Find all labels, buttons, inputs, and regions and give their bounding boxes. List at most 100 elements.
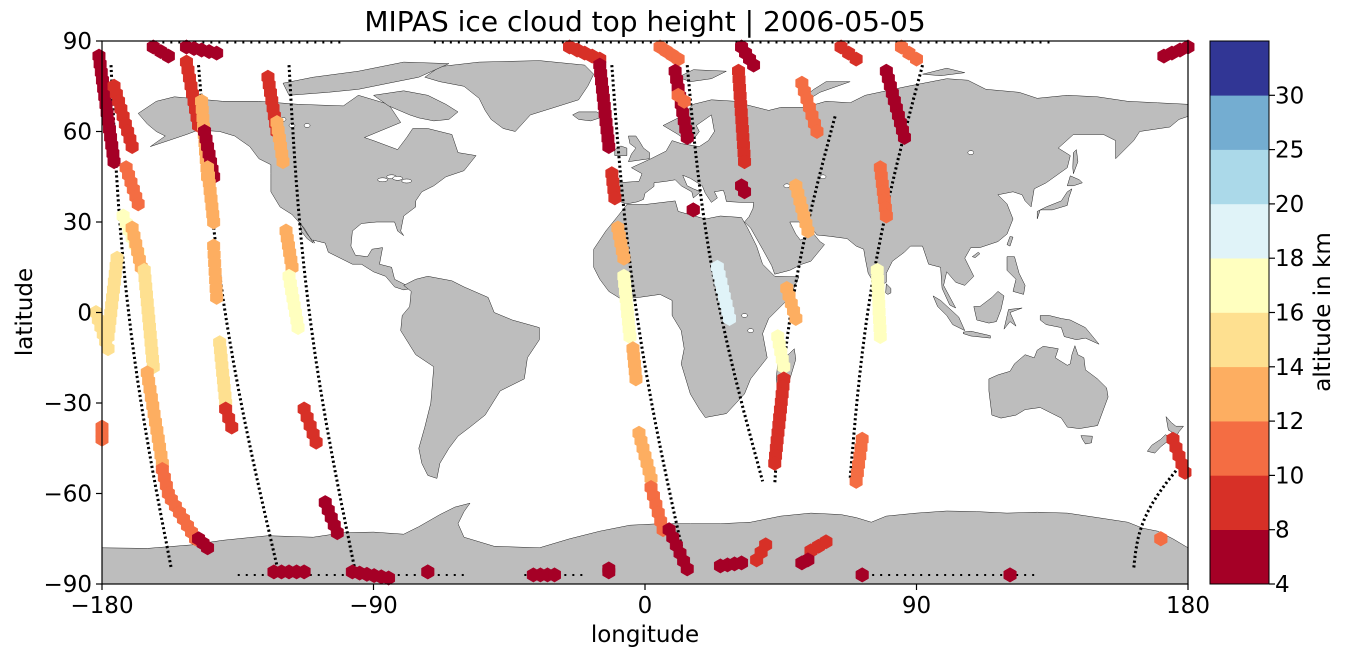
y-tick-label: −60 (43, 482, 92, 508)
chart-title: MIPAS ice cloud top height | 2006-05-05 (364, 5, 925, 38)
colorbar-segment (1210, 529, 1269, 585)
land-masses (101, 60, 1189, 585)
y-axis-label: latitude (12, 268, 38, 356)
land-australia (988, 344, 1109, 429)
x-axis-label: longitude (591, 622, 699, 648)
colorbar-segment (1210, 366, 1269, 422)
cloud-marker (910, 51, 923, 67)
y-axis: 90 60 30 0 −30 −60 −90 (43, 29, 102, 598)
land-japan (1036, 188, 1073, 220)
colorbar-segment (1210, 41, 1269, 96)
cloud-marker (789, 311, 803, 326)
colorbar-segment (1210, 203, 1269, 259)
lake (303, 123, 311, 128)
lake (392, 176, 403, 181)
cloud-marker (747, 57, 761, 73)
land-hokkaido (1066, 175, 1083, 187)
y-tick-label: −30 (43, 391, 92, 417)
land-hainan (971, 251, 981, 258)
cloud-marker (207, 214, 221, 230)
x-tick-label: 0 (638, 593, 653, 619)
lake (741, 313, 748, 318)
lake (377, 177, 388, 183)
cloud-marker (131, 196, 145, 212)
colorbar-tick-label: 25 (1275, 138, 1304, 164)
cloud-marker (161, 48, 175, 64)
cloud-marker (722, 311, 736, 326)
colorbar-segment (1210, 421, 1269, 476)
cloud-marker (738, 154, 752, 170)
x-tick-label: −180 (70, 593, 133, 619)
cloud-marker (680, 561, 694, 577)
cloud-marker (276, 154, 290, 170)
cloud-marker (801, 552, 815, 568)
colorbar: 4 8 10 12 14 16 18 20 25 30 (1209, 40, 1304, 598)
lake (783, 183, 791, 189)
cloud-marker (210, 289, 224, 305)
y-tick-label: 0 (77, 301, 92, 327)
land-sakhalin (1072, 149, 1079, 174)
land-great-britain (628, 135, 650, 163)
land-baffin (372, 90, 459, 122)
cloud-marker (309, 434, 323, 450)
land-north-america (137, 95, 477, 291)
cloud-marker (1154, 531, 1168, 547)
land-new-guinea (1039, 315, 1100, 345)
cloud-marker (107, 154, 121, 170)
land-greenland (424, 60, 595, 132)
cloud-marker (897, 130, 911, 145)
cloud-marker (735, 555, 749, 571)
orbit-track-8 (1132, 462, 1184, 570)
orbit-track-1 (109, 65, 173, 570)
cloud-marker (738, 184, 752, 200)
y-tick-label: 90 (63, 29, 92, 55)
cloud-marker (382, 570, 396, 586)
colorbar-tick-label: 14 (1275, 355, 1304, 381)
y-tick-label: −90 (43, 572, 92, 598)
lake (967, 150, 975, 155)
cloud-marker (548, 567, 561, 583)
colorbar-tick-label: 4 (1275, 572, 1290, 598)
land-philippines (1006, 256, 1026, 295)
colorbar-segment (1210, 475, 1269, 530)
cloud-marker (421, 564, 435, 580)
colorbar-tick-label: 12 (1275, 409, 1304, 435)
colorbar-segment (1210, 312, 1269, 368)
land-sumatra (932, 295, 966, 332)
cloud-marker (879, 208, 893, 224)
colorbar-segment (1210, 95, 1269, 150)
cloud-marker (1003, 567, 1017, 583)
y-tick-label: 30 (63, 210, 92, 236)
lake (747, 328, 754, 333)
cloud-marker (819, 534, 833, 550)
cloud-marker (291, 320, 305, 336)
cloud-marker (617, 250, 631, 266)
colorbar-tick-label: 20 (1275, 192, 1304, 218)
land-sulawesi (1003, 307, 1023, 330)
x-axis: −180 −90 0 90 180 (70, 584, 1210, 619)
colorbar-tick-label: 10 (1275, 463, 1304, 489)
cloud-marker (602, 564, 616, 580)
colorbar-segment (1210, 258, 1269, 313)
land-canadian-arctic (282, 61, 450, 96)
cloud-marker (629, 371, 643, 387)
cloud-marker (768, 455, 782, 471)
land-severnaya (922, 67, 965, 76)
plot-area (89, 39, 1195, 586)
cloud-marker (225, 419, 239, 435)
cloud-markers (89, 39, 1195, 586)
colorbar-segment (1210, 149, 1269, 205)
colorbar-tick-label: 18 (1275, 246, 1304, 272)
land-taiwan (1006, 236, 1014, 247)
lake (401, 178, 412, 184)
cloud-marker (810, 124, 824, 139)
cloud-marker (855, 567, 869, 583)
cloud-marker (686, 202, 700, 218)
cloud-marker (330, 525, 344, 541)
land-africa (593, 200, 800, 418)
land-java (963, 330, 991, 339)
x-tick-label: −90 (349, 593, 398, 619)
x-tick-label: 180 (1166, 593, 1210, 619)
land-sri-lanka (885, 283, 892, 295)
